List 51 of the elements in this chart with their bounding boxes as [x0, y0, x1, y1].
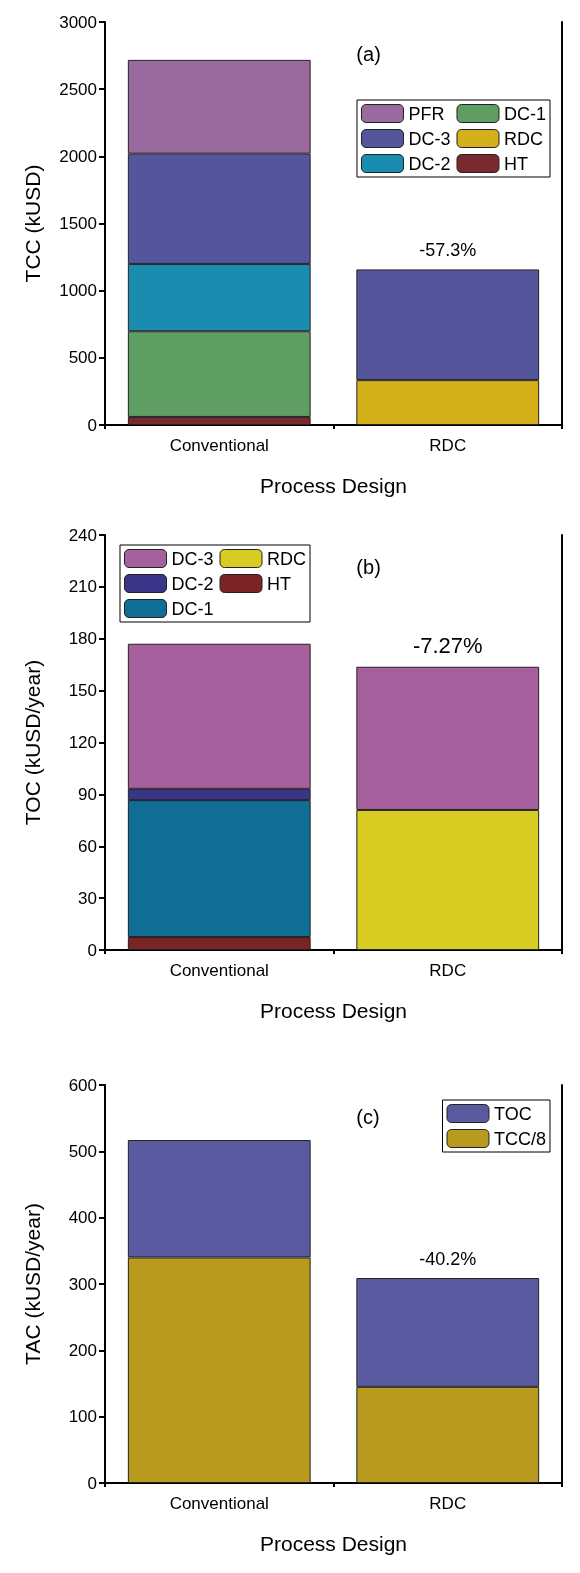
- legend-label: HT: [504, 153, 528, 174]
- legend-label: HT: [267, 573, 291, 594]
- legend-label: TOC: [494, 1103, 532, 1124]
- y-tick-label: 150: [68, 681, 97, 701]
- y-axis-title: TCC (kUSD): [21, 164, 44, 283]
- annotation: -40.2%: [419, 1249, 477, 1270]
- annotation: (a): [356, 43, 381, 65]
- legend-label: RDC: [267, 548, 306, 569]
- y-tick-label: 90: [78, 784, 97, 804]
- annotation: -57.3%: [419, 240, 477, 261]
- y-axis-title: TOC (kUSD/year): [21, 659, 44, 826]
- y-tick-label: 200: [68, 1340, 97, 1360]
- y-tick-label: 3000: [59, 12, 97, 32]
- y-tick-label: 240: [68, 525, 97, 545]
- x-axis-title: Process Design: [259, 999, 408, 1022]
- x-tick-label: Conventional: [169, 1494, 269, 1513]
- y-tick-label: 180: [68, 629, 97, 649]
- legend-label: DC-1: [171, 598, 214, 619]
- y-tick-label: 0: [87, 415, 97, 435]
- y-tick-label: 500: [68, 348, 97, 368]
- annotation: (c): [356, 1106, 380, 1128]
- x-tick-label: Conventional: [169, 436, 269, 455]
- y-tick-label: 2000: [59, 146, 97, 166]
- legend-label: DC-3: [408, 128, 451, 149]
- annotation: (b): [356, 556, 381, 578]
- legend-label: DC-2: [408, 153, 451, 174]
- y-tick-label: 2500: [59, 79, 97, 99]
- y-tick-label: 400: [68, 1208, 97, 1228]
- y-tick-label: 600: [68, 1075, 97, 1095]
- annotation: -7.27%: [412, 633, 483, 659]
- y-tick-label: 500: [68, 1141, 97, 1161]
- y-tick-label: 0: [87, 940, 97, 960]
- x-axis-title: Process Design: [259, 1532, 408, 1555]
- y-tick-label: 1500: [59, 214, 97, 233]
- y-tick-label: 100: [68, 1407, 97, 1427]
- y-tick-label: 300: [68, 1274, 97, 1294]
- y-tick-label: 0: [87, 1473, 97, 1493]
- y-tick-label: 120: [68, 733, 97, 752]
- legend-label: DC-3: [171, 548, 214, 569]
- y-tick-label: 210: [68, 577, 97, 597]
- y-axis-title: TAC (kUSD/year): [21, 1203, 44, 1365]
- y-tick-label: 1000: [59, 281, 97, 301]
- legend-label: RDC: [504, 128, 543, 149]
- legend-label: PFR: [408, 103, 445, 124]
- x-axis-title: Process Design: [259, 474, 408, 497]
- x-tick-label: Conventional: [169, 961, 269, 980]
- y-tick-label: 30: [78, 888, 97, 908]
- legend-label: TCC/8: [494, 1128, 547, 1149]
- legend-label: DC-2: [171, 573, 214, 594]
- y-tick-label: 60: [78, 836, 97, 856]
- legend-label: DC-1: [504, 103, 547, 124]
